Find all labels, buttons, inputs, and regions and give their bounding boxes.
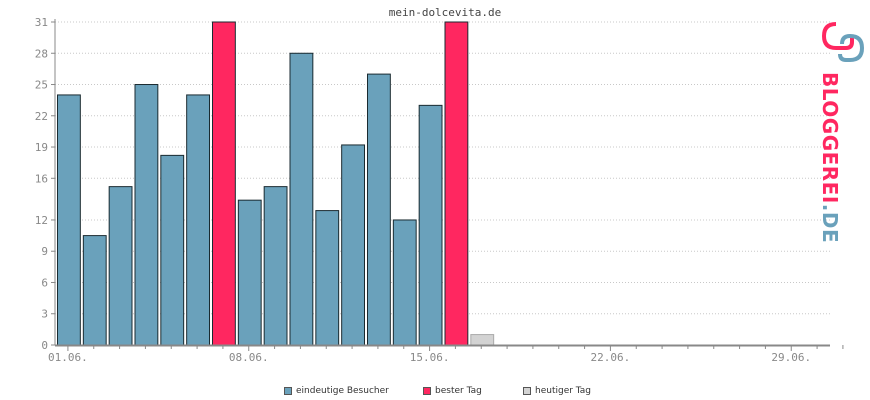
bar-visitors [367,73,391,346]
chart-title: mein-dolcevita.de [389,6,502,19]
y-tick-label: 6 [41,276,48,289]
bar-visitors [289,52,314,346]
x-axis-ticks: 01.06. 08.06. 15.06. 22.06. 29.06. [48,345,844,364]
legend-swatch-best-day [423,387,431,395]
bar-visitors [82,235,107,346]
legend-item-visitors: eindeutige Besucher [284,386,389,396]
y-tick-label: 22 [35,110,48,123]
x-tick-label: 08.06. [229,351,269,364]
y-tick-label: 19 [35,141,48,154]
chart-legend: eindeutige Besucher bester Tag heutiger … [0,386,870,400]
legend-item-best-day: bester Tag [423,386,482,396]
y-tick-label: 9 [41,245,48,258]
x-tick-label: 15.06. [410,351,450,364]
y-tick-label: 0 [41,339,48,352]
legend-swatch-today [523,387,531,395]
bar-visitors [134,84,159,346]
bars [57,21,495,346]
bar-visitors [418,104,443,346]
bar-visitors [57,94,81,346]
grid-lines [55,21,830,315]
bar-visitors [341,144,365,346]
bar-visitors [186,94,211,346]
y-axis-ticks: 0 3 6 9 12 16 19 22 25 28 31 [35,16,55,352]
bar-visitors [160,154,185,346]
x-tick-label: 29.06. [771,351,811,364]
y-tick-label: 25 [35,79,48,92]
bar-visitors [237,199,262,346]
bar-visitors [108,186,133,346]
legend-label-visitors: eindeutige Besucher [296,386,389,396]
bar-today [470,334,495,346]
y-tick-label: 3 [41,308,48,321]
bar-best-day [212,21,236,346]
y-tick-label: 28 [35,47,48,60]
bar-visitors [263,186,288,346]
x-tick-label: 22.06. [591,351,631,364]
y-tick-label: 12 [35,214,48,227]
bloggerei-logo: BLOGGEREI.DE [818,22,865,243]
bar-visitors [392,219,417,346]
x-tick-label: 01.06. [48,351,88,364]
bloggerei-logo-text: BLOGGEREI.DE [818,72,842,243]
legend-label-today: heutiger Tag [535,386,592,396]
axes [54,19,830,347]
bar-best-day [444,21,469,346]
legend-label-best-day: bester Tag [435,386,482,396]
y-tick-label: 31 [35,16,48,29]
legend-item-today: heutiger Tag [523,386,591,396]
y-tick-label: 16 [35,172,48,185]
bar-visitors [315,210,340,346]
bloggerei-logo-icon [821,22,865,62]
legend-swatch-visitors [284,387,292,395]
